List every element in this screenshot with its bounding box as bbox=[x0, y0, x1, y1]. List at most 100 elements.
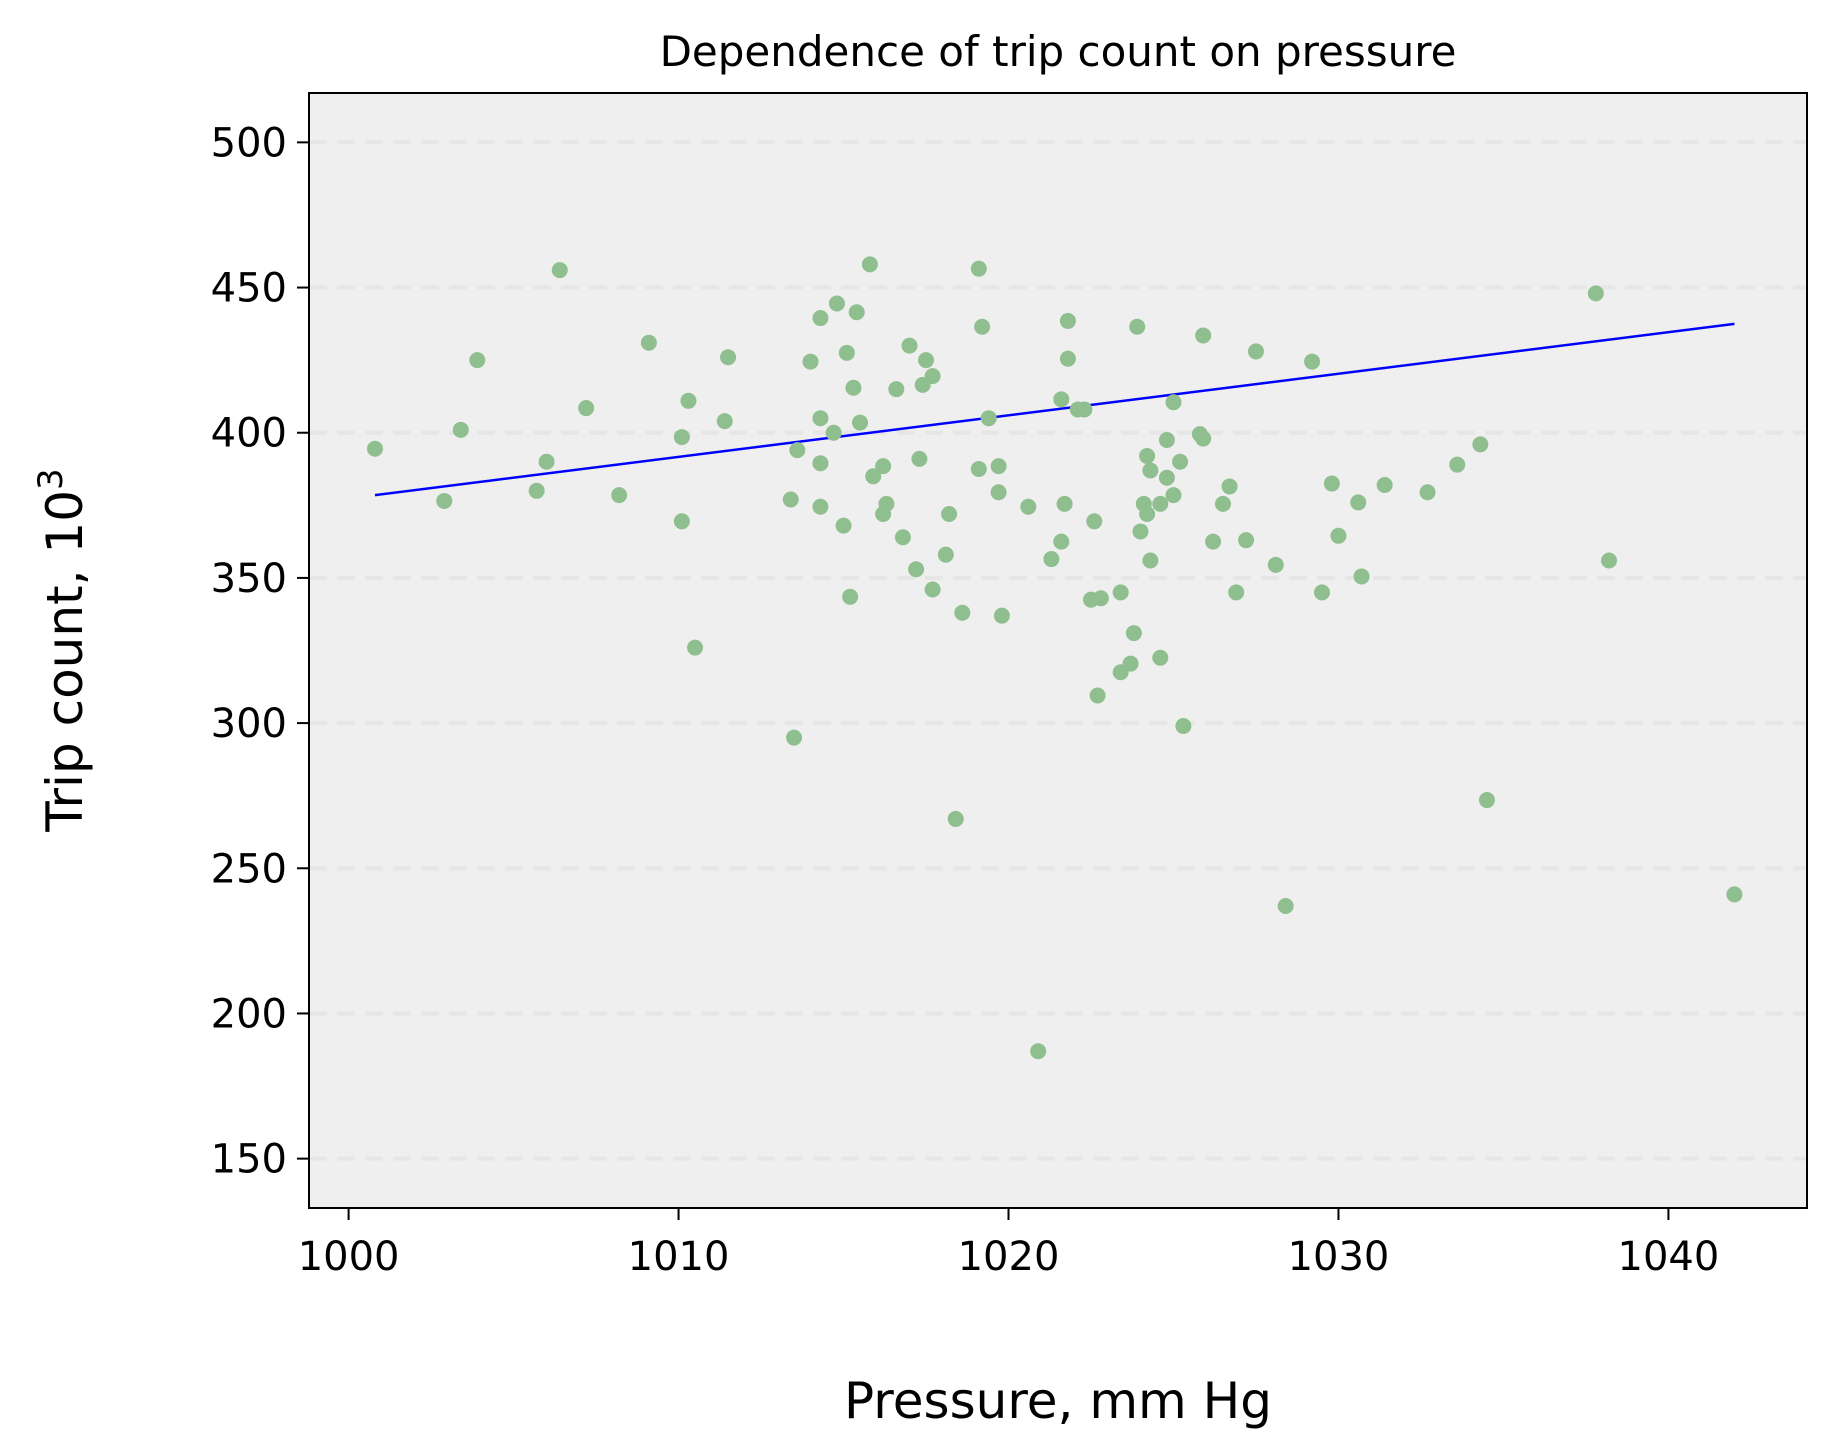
data-point bbox=[1472, 436, 1489, 453]
data-point bbox=[888, 381, 905, 398]
grid-lines bbox=[309, 140, 1807, 1161]
data-point bbox=[1238, 532, 1255, 549]
data-point bbox=[578, 400, 595, 417]
data-point bbox=[993, 607, 1010, 624]
data-point bbox=[838, 344, 855, 361]
y-tick-label: 250 bbox=[211, 846, 287, 892]
data-point bbox=[1139, 447, 1156, 464]
data-point bbox=[924, 368, 941, 385]
data-point bbox=[1059, 312, 1076, 329]
data-point bbox=[786, 729, 803, 746]
data-point bbox=[538, 453, 555, 470]
data-point bbox=[640, 334, 657, 351]
data-point bbox=[687, 639, 704, 656]
data-point bbox=[452, 421, 469, 438]
x-tick-label: 1030 bbox=[1288, 1234, 1390, 1280]
data-point bbox=[848, 304, 865, 321]
data-point bbox=[842, 588, 859, 605]
data-point bbox=[1353, 568, 1370, 585]
data-point bbox=[1092, 590, 1109, 607]
data-point bbox=[1053, 533, 1070, 550]
data-point bbox=[974, 318, 991, 335]
data-point bbox=[980, 410, 997, 427]
data-point bbox=[1158, 431, 1175, 448]
data-point bbox=[1056, 495, 1073, 512]
data-point bbox=[1350, 494, 1367, 511]
data-point bbox=[908, 561, 925, 578]
data-point bbox=[436, 492, 453, 509]
data-point bbox=[990, 484, 1007, 501]
data-point bbox=[1152, 495, 1169, 512]
data-point bbox=[673, 513, 690, 530]
y-axis: 150 200 250 300 350 400 450 500 bbox=[211, 120, 309, 1183]
data-point bbox=[1267, 556, 1284, 573]
data-point bbox=[1139, 506, 1156, 523]
data-point bbox=[1129, 318, 1146, 335]
data-point bbox=[1195, 430, 1212, 447]
data-point bbox=[812, 455, 829, 472]
data-point bbox=[970, 260, 987, 277]
data-point bbox=[954, 604, 971, 621]
data-point bbox=[1165, 394, 1182, 411]
data-point bbox=[861, 256, 878, 273]
x-axis: 1000 1010 1020 1030 1040 bbox=[298, 1208, 1719, 1280]
data-point bbox=[894, 529, 911, 546]
data-point bbox=[911, 450, 928, 467]
data-point bbox=[1142, 552, 1159, 569]
y-tick-label: 450 bbox=[211, 266, 287, 312]
y-axis-label-exponent: 3 bbox=[31, 468, 71, 490]
data-point bbox=[1076, 401, 1093, 418]
data-point bbox=[835, 517, 852, 534]
data-point bbox=[1175, 717, 1192, 734]
data-point bbox=[551, 262, 568, 279]
data-point bbox=[1053, 391, 1070, 408]
data-point bbox=[825, 424, 842, 441]
data-point bbox=[1152, 649, 1169, 666]
data-point bbox=[720, 349, 737, 366]
data-point bbox=[1132, 523, 1149, 540]
data-point bbox=[1601, 552, 1618, 569]
data-point bbox=[1419, 484, 1436, 501]
data-point bbox=[845, 379, 862, 396]
plot-area bbox=[309, 93, 1807, 1208]
data-point bbox=[1059, 350, 1076, 367]
data-point bbox=[1089, 687, 1106, 704]
data-point bbox=[1313, 584, 1330, 601]
data-point bbox=[1323, 475, 1340, 492]
y-axis-label: Trip count, 103 bbox=[31, 468, 94, 832]
data-point bbox=[782, 491, 799, 508]
x-tick-label: 1020 bbox=[958, 1234, 1060, 1280]
data-point bbox=[1122, 655, 1139, 672]
data-point bbox=[802, 353, 819, 370]
data-point bbox=[1587, 285, 1604, 302]
data-point bbox=[611, 487, 628, 504]
data-point bbox=[990, 458, 1007, 475]
data-point bbox=[716, 413, 733, 430]
y-tick-label: 150 bbox=[211, 1137, 287, 1183]
data-point bbox=[1086, 513, 1103, 530]
y-tick-label: 400 bbox=[211, 411, 287, 457]
data-point bbox=[812, 410, 829, 427]
data-point bbox=[1158, 469, 1175, 486]
data-point bbox=[1214, 495, 1231, 512]
data-point bbox=[1376, 476, 1393, 493]
data-point bbox=[1165, 487, 1182, 504]
y-tick-label: 500 bbox=[211, 120, 287, 166]
data-point bbox=[1125, 625, 1142, 642]
data-point bbox=[1726, 886, 1743, 903]
data-point bbox=[812, 498, 829, 515]
data-point bbox=[528, 482, 545, 499]
data-point bbox=[947, 810, 964, 827]
data-point bbox=[901, 337, 918, 354]
data-point bbox=[918, 352, 935, 369]
y-tick-label: 350 bbox=[211, 556, 287, 602]
plot-frame bbox=[308, 92, 1808, 1209]
data-point bbox=[1478, 792, 1495, 809]
data-point bbox=[1020, 498, 1037, 515]
data-point bbox=[1330, 527, 1347, 544]
data-point bbox=[937, 546, 954, 563]
data-point bbox=[1030, 1043, 1047, 1060]
data-point bbox=[852, 414, 869, 431]
data-point bbox=[1195, 327, 1212, 344]
